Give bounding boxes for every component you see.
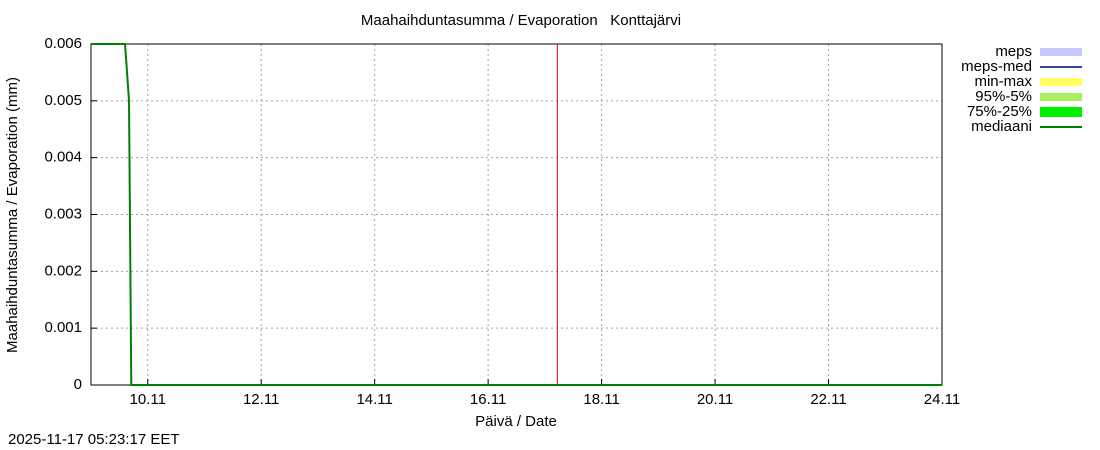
y-tick-label: 0.005: [44, 92, 82, 109]
y-axis-label: Maahaihduntasumma / Evaporation (mm): [4, 77, 21, 353]
series-line: [91, 43, 942, 386]
y-tick-label: 0.006: [44, 35, 82, 52]
y-tick-label: 0.002: [44, 262, 82, 279]
legend-swatch: [1040, 78, 1082, 86]
x-tick-label: 10.11: [130, 391, 166, 408]
legend-label: 75%-25%: [967, 103, 1032, 120]
chart-title: Maahaihduntasumma / Evaporation Konttajä…: [361, 12, 681, 29]
x-axis-label: Päivä / Date: [475, 413, 557, 430]
legend-swatch: [1040, 107, 1082, 117]
x-tick-label: 22.11: [810, 391, 846, 408]
legend-label: 95%-5%: [975, 88, 1032, 105]
y-tick-label: 0.003: [44, 205, 82, 222]
x-tick-label: 14.11: [356, 391, 392, 408]
x-tick-label: 12.11: [243, 391, 279, 408]
y-tick-label: 0.004: [44, 149, 82, 166]
x-tick-label: 24.11: [924, 391, 960, 408]
legend-label: mediaani: [971, 118, 1032, 135]
legend-swatch: [1040, 93, 1082, 101]
x-tick-label: 20.11: [697, 391, 733, 408]
x-tick-label: 16.11: [470, 391, 506, 408]
legend-swatch: [1040, 48, 1082, 56]
legend-label: meps: [995, 43, 1032, 60]
timestamp: 2025-11-17 05:23:17 EET: [8, 431, 180, 448]
y-tick-label: 0: [74, 376, 82, 393]
legend-label: meps-med: [961, 58, 1032, 75]
legend-label: min-max: [974, 73, 1032, 90]
x-tick-label: 18.11: [583, 391, 619, 408]
y-tick-label: 0.001: [44, 319, 82, 336]
